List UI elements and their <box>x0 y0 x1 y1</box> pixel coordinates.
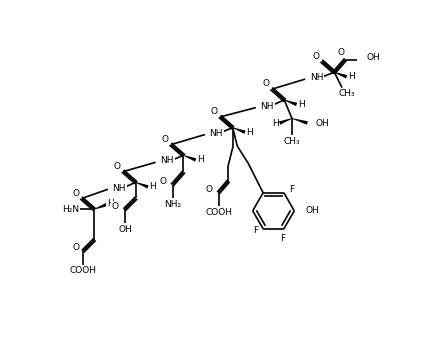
Text: OH: OH <box>305 206 319 215</box>
Text: O: O <box>262 79 269 88</box>
Polygon shape <box>334 72 347 78</box>
Polygon shape <box>183 155 196 162</box>
Text: NH₂: NH₂ <box>164 200 181 209</box>
Polygon shape <box>233 127 246 134</box>
Text: OH: OH <box>315 119 329 128</box>
Text: O: O <box>338 48 345 58</box>
Text: F: F <box>289 185 294 194</box>
Text: OH: OH <box>366 53 380 62</box>
Text: COOH: COOH <box>70 266 97 275</box>
Text: O: O <box>114 162 121 171</box>
Text: H: H <box>107 199 114 208</box>
Text: NH: NH <box>310 73 323 82</box>
Text: H: H <box>299 100 306 109</box>
Polygon shape <box>136 182 149 189</box>
Text: OH: OH <box>118 225 132 234</box>
Text: O: O <box>312 51 319 60</box>
Text: CH₃: CH₃ <box>338 89 355 98</box>
Text: NH: NH <box>210 129 223 138</box>
Text: O: O <box>72 189 79 198</box>
Text: NH: NH <box>160 156 174 165</box>
Text: H: H <box>197 156 204 165</box>
Polygon shape <box>94 203 107 209</box>
Polygon shape <box>292 118 308 125</box>
Text: NH: NH <box>112 184 126 193</box>
Text: NH: NH <box>260 101 274 111</box>
Text: O: O <box>161 135 168 144</box>
Text: CH₃: CH₃ <box>284 137 300 146</box>
Text: H: H <box>348 72 355 81</box>
Text: H: H <box>246 128 253 137</box>
Polygon shape <box>284 100 297 106</box>
Text: H: H <box>271 119 278 128</box>
Text: COOH: COOH <box>205 208 233 217</box>
Text: H₂N: H₂N <box>62 205 80 214</box>
Text: O: O <box>159 177 167 186</box>
Text: O: O <box>211 107 218 116</box>
Polygon shape <box>279 118 292 125</box>
Text: F: F <box>280 234 285 243</box>
Text: H: H <box>149 183 156 191</box>
Text: O: O <box>72 243 79 252</box>
Text: O: O <box>112 202 119 211</box>
Text: O: O <box>206 185 213 194</box>
Text: F: F <box>253 226 258 235</box>
